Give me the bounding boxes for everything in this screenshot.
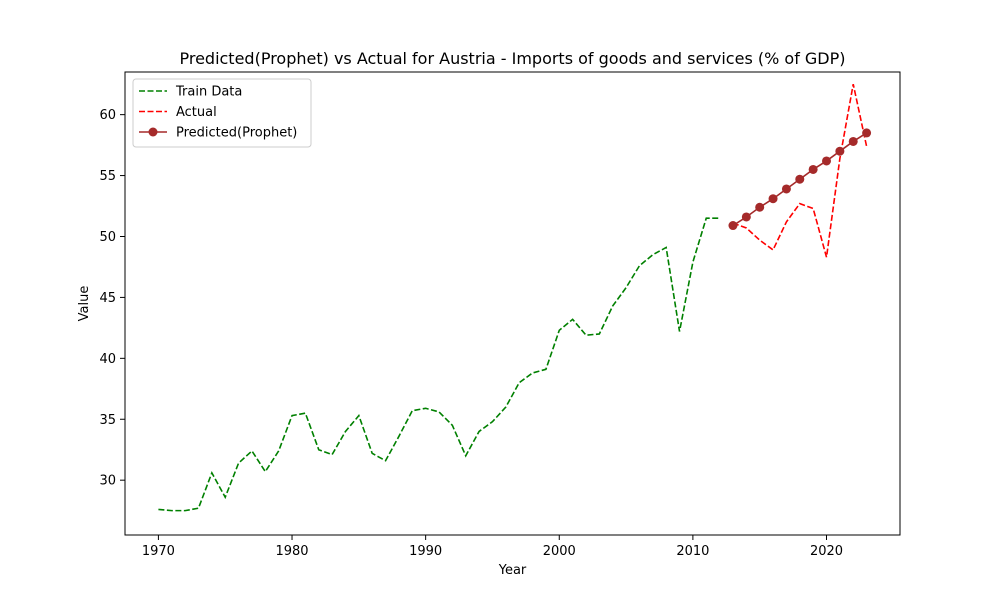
series-point-2 (741, 212, 751, 222)
series-point-2 (795, 174, 805, 184)
series-line-1 (732, 84, 868, 258)
series-point-2 (755, 202, 765, 212)
y-axis: 30 35 40 45 50 55 60 (99, 108, 125, 489)
x-tick-label: 1990 (409, 544, 442, 559)
series-point-2 (822, 156, 832, 166)
x-tick-label: 2010 (676, 544, 709, 559)
legend-label: Predicted(Prophet) (176, 126, 297, 141)
series-point-2 (728, 221, 738, 231)
legend-marker (148, 127, 158, 137)
x-tick-label: 2000 (543, 544, 576, 559)
x-tick-label: 2020 (810, 544, 843, 559)
x-tick-label: 1980 (275, 544, 308, 559)
chart-title: Predicted(Prophet) vs Actual for Austria… (179, 49, 845, 68)
series-layer (158, 84, 872, 512)
legend-label: Train Data (175, 85, 242, 100)
series-point-2 (768, 194, 778, 204)
series-point-2 (862, 128, 872, 138)
plot-frame (124, 71, 901, 536)
y-tick-label: 30 (99, 474, 116, 489)
x-tick-label: 1970 (142, 544, 175, 559)
legend-box (132, 78, 312, 148)
x-axis: 1970 1980 1990 2000 2010 2020 (142, 535, 843, 559)
y-tick-label: 50 (99, 230, 116, 245)
series-point-2 (808, 164, 818, 174)
series-point-2 (848, 136, 858, 146)
plot-area (124, 71, 901, 536)
y-tick-label: 40 (99, 352, 116, 367)
y-tick-label: 55 (99, 169, 116, 184)
y-tick-label: 45 (99, 291, 116, 306)
series-point-2 (835, 146, 845, 156)
series-point-2 (781, 184, 791, 194)
y-tick-label: 35 (99, 413, 116, 428)
legend-label: Actual (176, 105, 217, 120)
y-axis-label: Value (77, 286, 92, 322)
legend: Train Data Actual Predicted(Prophet) (132, 78, 312, 148)
y-tick-label: 60 (99, 108, 116, 123)
x-axis-label: Year (498, 563, 527, 578)
